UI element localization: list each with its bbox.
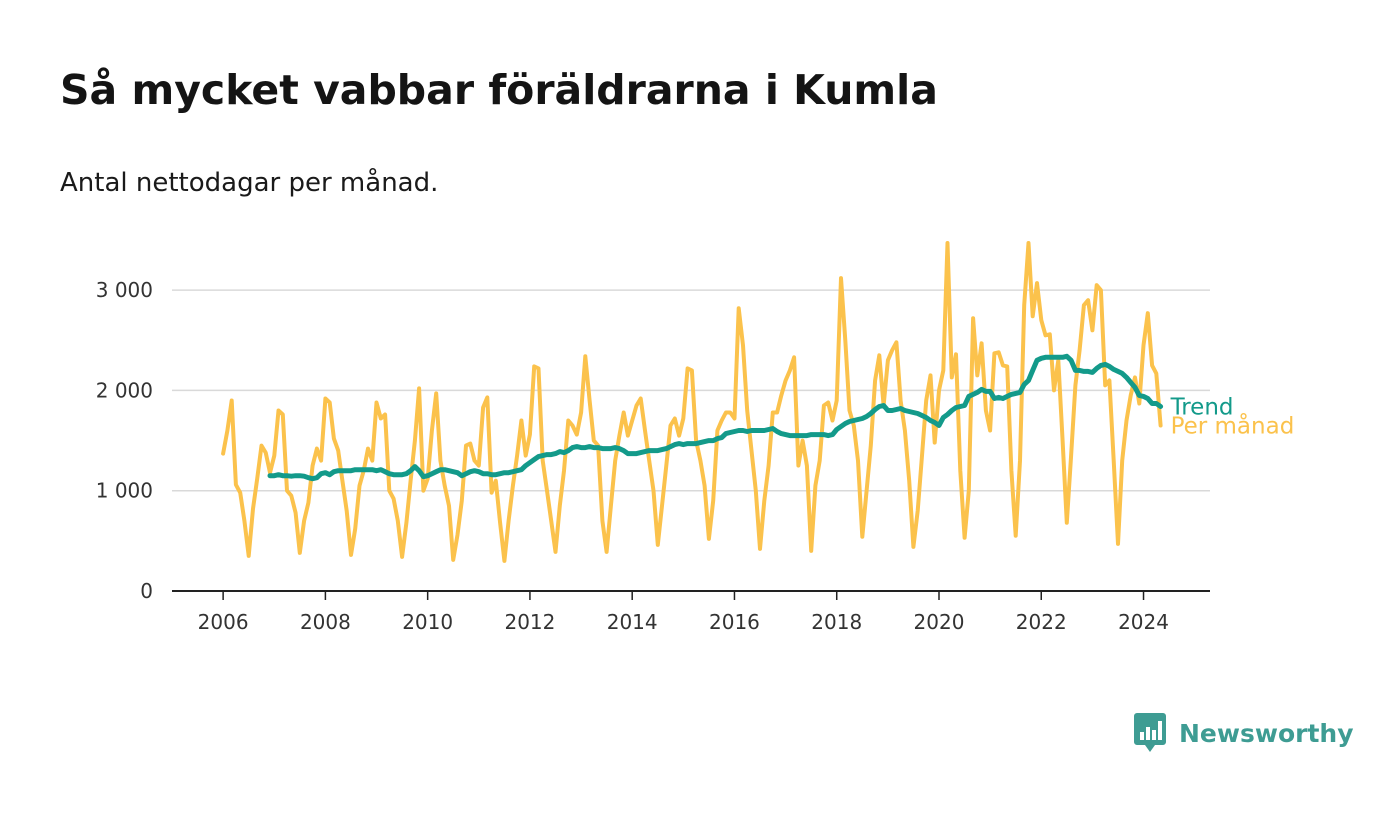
x-tick-label: 2024	[1118, 610, 1169, 634]
series-label-per-manad: Per månad	[1171, 412, 1295, 440]
y-tick-label: 3 000	[96, 278, 153, 302]
series-lines	[221, 241, 1164, 563]
series-line-trend	[267, 353, 1164, 482]
newsworthy-brand: Newsworthy	[1133, 712, 1354, 754]
x-tick-label: 2010	[402, 610, 453, 634]
x-tick-label: 2014	[607, 610, 658, 634]
x-tick-label: 2006	[198, 610, 249, 634]
y-tick-label: 1 000	[96, 479, 153, 503]
x-tick-label: 2022	[1016, 610, 1067, 634]
series-label-trend: Trend	[1170, 394, 1234, 420]
axes: 0 1 000 2 000 3 000 2006 2008 2010 2012 2014 2016…	[96, 278, 1210, 634]
x-tick-label: 2008	[300, 610, 351, 634]
brand-name: Newsworthy	[1179, 718, 1354, 748]
y-tick-label: 2 000	[96, 378, 153, 402]
y-tick-label: 0	[140, 579, 153, 603]
x-tick-label: 2012	[504, 610, 555, 634]
newsworthy-logo-icon	[1134, 713, 1166, 752]
chart-title: Så mycket vabbar föräldrarna i Kumla	[60, 66, 938, 114]
x-tick-label: 2016	[709, 610, 760, 634]
x-tick-label: 2018	[811, 610, 862, 634]
x-tick-label: 2020	[914, 610, 965, 634]
series-line-per-manad	[221, 241, 1163, 563]
chart-subtitle: Antal nettodagar per månad.	[60, 168, 439, 198]
